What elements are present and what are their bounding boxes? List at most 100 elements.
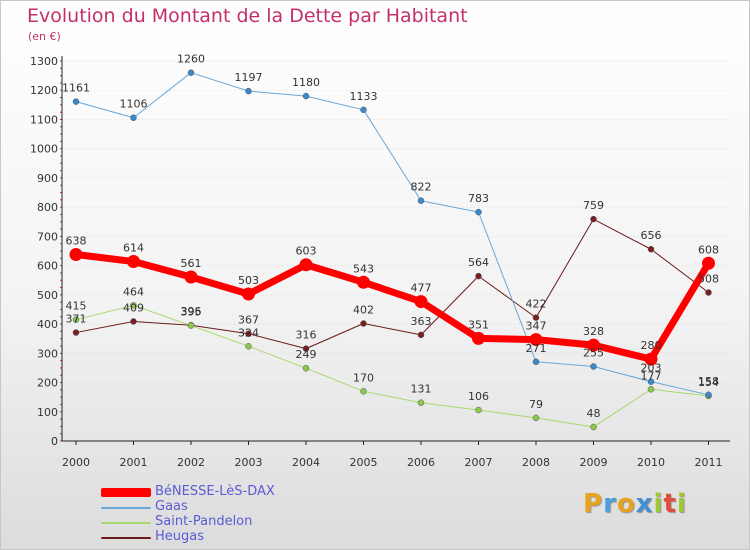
data-label: 131 [411,383,432,396]
data-label: 170 [353,371,374,384]
data-label: 158 [698,375,719,388]
data-point [127,255,140,269]
data-label: 396 [181,305,202,318]
data-label: 371 [66,313,87,326]
legend-label: Heugas [155,529,205,544]
y-tick-label: 500 [37,289,58,302]
data-label: 508 [698,273,719,286]
data-label: 402 [353,303,374,316]
brand-letter: r [603,489,617,519]
y-tick-label: 300 [37,347,58,360]
data-label: 638 [66,235,87,248]
data-label: 255 [583,346,604,359]
data-point [414,295,428,309]
data-label: 177 [641,369,662,382]
data-label: 1133 [350,90,378,103]
data-point [72,98,80,105]
data-point [302,92,310,100]
data-label: 271 [526,342,547,355]
data-label: 324 [238,326,259,339]
data-label: 106 [468,390,489,403]
brand-letter: o [616,489,636,519]
data-point [529,333,543,347]
data-point [532,314,540,321]
y-tick-label: 400 [37,318,58,331]
data-label: 656 [641,229,662,242]
data-label: 464 [123,285,144,298]
data-point [587,338,600,352]
data-label: 1260 [177,53,205,66]
y-tick-label: 1200 [30,84,58,97]
data-label: 783 [468,192,489,205]
data-label: 1197 [235,71,263,84]
data-point [72,329,80,336]
data-label: 367 [238,314,259,327]
data-point [417,399,425,406]
data-point [245,343,252,350]
legend-swatch-2 [101,522,151,524]
data-point [302,345,310,352]
y-tick-label: 200 [37,377,58,390]
data-point [184,270,198,284]
data-point [72,316,80,323]
data-point [647,386,655,393]
data-label: 395 [181,306,202,319]
y-tick-label: 1000 [30,143,58,156]
data-label: 503 [238,274,259,287]
y-tick-label: 900 [37,172,58,185]
data-label: 759 [583,199,604,212]
data-label: 1161 [62,82,90,95]
data-point [245,330,252,337]
data-point [647,245,655,253]
series-lines [69,69,715,431]
x-tick-label: 2008 [522,456,550,469]
data-label: 48 [587,407,601,420]
data-label: 328 [583,325,604,338]
data-label: 203 [641,362,662,375]
legend-label: Gaas [155,499,188,514]
legend-swatch-0 [101,488,151,497]
data-point [130,114,137,121]
data-point [417,331,425,339]
data-point [644,352,658,366]
data-point [242,287,255,301]
data-label: 154 [698,376,719,389]
brand-logo: Proxiti [583,489,687,519]
data-label: 614 [123,242,144,255]
data-point [130,302,137,309]
data-point [302,364,310,372]
data-label: 347 [526,320,547,333]
data-point [705,391,712,399]
data-label: 608 [698,243,719,256]
data-label: 477 [411,282,432,295]
data-label: 363 [411,315,432,328]
data-point [187,69,195,76]
data-point [299,258,313,272]
series-line-1 [75,304,709,428]
brand-letter: P [583,489,604,519]
x-tick-label: 2006 [407,456,435,469]
y-tick-label: 1100 [30,113,58,126]
data-point [357,275,370,289]
data-point [475,406,482,414]
brand-letter: i [676,489,687,519]
data-label: 1106 [120,98,148,111]
y-tick-label: 700 [37,230,58,243]
data-point [472,331,485,345]
data-label: 316 [296,329,317,342]
y-tick-label: 800 [37,201,58,214]
data-label: 422 [526,298,547,311]
data-label: 409 [123,301,144,314]
data-point [360,388,367,395]
series-line-3 [72,251,712,363]
data-label: 249 [296,348,317,361]
data-label: 822 [411,181,432,194]
data-point [590,215,597,223]
data-label: 603 [296,245,317,258]
x-tick-label: 2000 [62,456,90,469]
x-tick-label: 2007 [465,456,493,469]
data-label: 351 [468,318,489,331]
data-point [647,378,655,385]
